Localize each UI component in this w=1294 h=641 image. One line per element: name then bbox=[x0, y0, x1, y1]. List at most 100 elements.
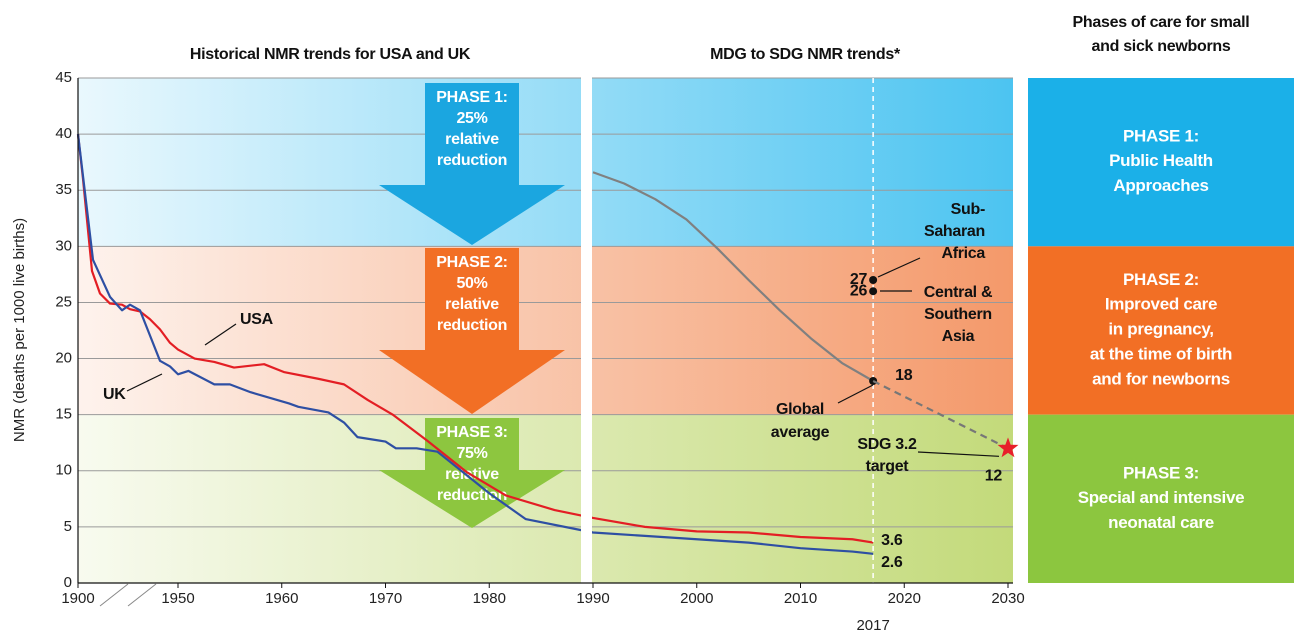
phase-arrow-title: PHASE 3: bbox=[436, 424, 507, 441]
series-name-line: UK bbox=[103, 386, 126, 403]
phase-arrow bbox=[379, 248, 565, 414]
side-box-title: PHASE 1: bbox=[1123, 127, 1199, 146]
y-tick-label: 25 bbox=[55, 293, 72, 310]
pointer bbox=[877, 257, 921, 278]
series-line bbox=[592, 171, 874, 382]
side-box-text: Special and intensive neonatal care bbox=[1078, 488, 1245, 532]
side-box-text-line: Improved care bbox=[1105, 295, 1217, 314]
y-tick-label: 0 bbox=[64, 574, 72, 591]
y-tick-label: 45 bbox=[55, 69, 72, 86]
x-tick-label: 1950 bbox=[161, 590, 194, 607]
phase-arrow-text-line: 25% bbox=[456, 110, 487, 127]
data-label: 18 bbox=[895, 367, 913, 384]
panel-title: MDG to SDG NMR trends* bbox=[710, 46, 901, 63]
y-axis-label: NMR (deaths per 1000 live births) bbox=[11, 218, 28, 442]
phase-band bbox=[78, 78, 1013, 247]
data-label: 2.6 bbox=[881, 554, 903, 571]
x-tick-label: 1970 bbox=[369, 590, 402, 607]
pointer bbox=[917, 451, 1000, 457]
phase-arrow-text-line: reduction bbox=[437, 317, 507, 334]
y-tick-label: 15 bbox=[55, 406, 72, 423]
phase-band bbox=[78, 414, 1013, 583]
side-box-text: Improved care in pregnancy, at the time of… bbox=[1090, 295, 1232, 389]
phase-arrow bbox=[379, 83, 565, 245]
axis-break bbox=[127, 583, 157, 607]
pointer bbox=[204, 323, 237, 346]
phase-arrow-text-line: relative bbox=[445, 131, 499, 148]
phase-arrow-text-line: reduction bbox=[437, 487, 507, 504]
side-box bbox=[1028, 78, 1294, 247]
series-name-line: average bbox=[771, 424, 830, 441]
side-box-text-line: at the time of birth bbox=[1090, 345, 1232, 364]
side-box-text-line: neonatal care bbox=[1108, 513, 1214, 532]
phase-arrow-text: 50% relative reduction bbox=[437, 275, 507, 334]
y-tick-label: 30 bbox=[55, 237, 72, 254]
side-box-text-line: Public Health bbox=[1109, 152, 1213, 171]
x-tick-label: 1960 bbox=[265, 590, 298, 607]
region-point bbox=[869, 276, 878, 284]
target-name: SDG 3.2 target bbox=[857, 436, 917, 475]
y-tick-label: 10 bbox=[55, 462, 72, 479]
target-name-line: target bbox=[866, 458, 910, 475]
phase-arrow-title: PHASE 1: bbox=[436, 89, 507, 106]
target-name-line: SDG 3.2 bbox=[857, 436, 917, 453]
phase-arrow-text: 25% relative reduction bbox=[437, 110, 507, 169]
data-label: 3.6 bbox=[881, 532, 903, 549]
phase-arrow bbox=[379, 418, 565, 528]
series-name-line: USA bbox=[240, 311, 274, 328]
panel-title: Historical NMR trends for USA and UK bbox=[190, 46, 471, 63]
side-box bbox=[1028, 246, 1294, 415]
side-title: Phases of care for small and sick newborn… bbox=[1073, 14, 1250, 55]
side-box-title: PHASE 2: bbox=[1123, 270, 1199, 289]
phase-arrow-title: PHASE 2: bbox=[436, 254, 507, 271]
series-line bbox=[76, 133, 874, 544]
series-name: Global average bbox=[771, 401, 830, 441]
side-box-text-line: in pregnancy, bbox=[1108, 320, 1213, 339]
target-star bbox=[997, 437, 1019, 458]
region-name-line: Southern bbox=[924, 306, 992, 323]
x-tick-label: 2030 bbox=[991, 590, 1024, 607]
phase-arrow-text-line: relative bbox=[445, 296, 499, 313]
axis-break bbox=[99, 583, 129, 607]
region-name-line: Africa bbox=[941, 245, 985, 262]
side-box-text-line: Special and intensive bbox=[1078, 488, 1245, 507]
region-name-line: Asia bbox=[942, 328, 975, 345]
series-line bbox=[76, 133, 874, 555]
y-tick-label: 40 bbox=[55, 125, 72, 142]
pointer bbox=[837, 384, 874, 404]
x-tick-label: 2010 bbox=[784, 590, 817, 607]
data-label: 12 bbox=[985, 468, 1003, 485]
series-name-line: Global bbox=[776, 401, 824, 418]
side-box-text-line: Approaches bbox=[1113, 177, 1208, 196]
phase-arrow-text-line: reduction bbox=[437, 152, 507, 169]
side-box-title: PHASE 3: bbox=[1123, 463, 1199, 482]
x-tick-label: 1900 bbox=[61, 590, 94, 607]
region-name: Central & Southern Asia bbox=[924, 284, 993, 345]
y-tick-label: 20 bbox=[55, 350, 72, 367]
panel-gap bbox=[581, 76, 592, 583]
region-name: Sub- Saharan Africa bbox=[924, 201, 985, 262]
x-tick-label: 2000 bbox=[680, 590, 713, 607]
side-title-line: Phases of care for small bbox=[1073, 14, 1250, 31]
projection-line bbox=[872, 380, 1009, 450]
region-point bbox=[869, 287, 878, 296]
phase-arrow-text-line: 50% bbox=[456, 275, 487, 292]
series-name: USA bbox=[240, 311, 274, 328]
y-tick-label: 5 bbox=[64, 518, 72, 535]
x-tick-label: 1990 bbox=[576, 590, 609, 607]
side-box-text: Public Health Approaches bbox=[1109, 152, 1213, 196]
x-tick-label: 1980 bbox=[473, 590, 506, 607]
side-box-text-line: and for newborns bbox=[1092, 370, 1230, 389]
reference-label: 2017 bbox=[856, 617, 889, 634]
series-name: UK bbox=[103, 386, 126, 403]
data-label: 27 bbox=[850, 271, 868, 288]
phase-arrow-text-line: 75% bbox=[456, 445, 487, 462]
x-tick-label: 2020 bbox=[888, 590, 921, 607]
side-box bbox=[1028, 414, 1294, 583]
region-name-line: Saharan bbox=[924, 223, 985, 240]
side-title-line: and sick newborns bbox=[1092, 38, 1231, 55]
y-tick-label: 35 bbox=[55, 181, 72, 198]
region-name-line: Central & bbox=[924, 284, 993, 301]
